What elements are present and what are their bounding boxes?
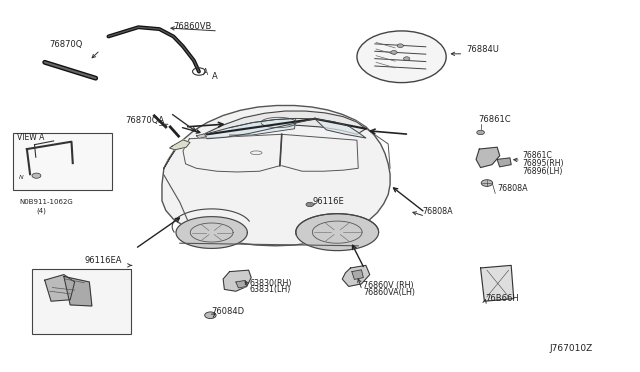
Polygon shape bbox=[352, 270, 364, 279]
Text: VIEW A: VIEW A bbox=[17, 134, 44, 142]
Text: 76860V (RH): 76860V (RH) bbox=[364, 281, 414, 290]
Text: 76808A: 76808A bbox=[422, 207, 452, 216]
Polygon shape bbox=[230, 118, 296, 135]
Text: 76860VA(LH): 76860VA(LH) bbox=[364, 288, 415, 297]
Text: 63831(LH): 63831(LH) bbox=[250, 285, 291, 294]
Text: 76870Q: 76870Q bbox=[49, 41, 83, 49]
Text: N0B911-1062G: N0B911-1062G bbox=[19, 199, 73, 205]
Polygon shape bbox=[202, 118, 315, 139]
Circle shape bbox=[481, 180, 493, 186]
Text: 76895(RH): 76895(RH) bbox=[523, 159, 564, 168]
Polygon shape bbox=[164, 140, 183, 168]
Text: 76084D: 76084D bbox=[212, 307, 244, 316]
Circle shape bbox=[306, 202, 314, 207]
Text: A: A bbox=[203, 68, 208, 77]
Text: 96116E: 96116E bbox=[312, 197, 344, 206]
Polygon shape bbox=[236, 280, 246, 288]
Text: 76860VB: 76860VB bbox=[173, 22, 212, 31]
Circle shape bbox=[397, 44, 403, 48]
Polygon shape bbox=[45, 275, 75, 301]
Bar bbox=[32, 269, 131, 334]
Text: 76808A: 76808A bbox=[497, 185, 528, 193]
Circle shape bbox=[477, 130, 484, 135]
Polygon shape bbox=[315, 119, 366, 138]
Polygon shape bbox=[64, 276, 92, 306]
Text: A: A bbox=[212, 72, 218, 81]
Circle shape bbox=[403, 57, 410, 61]
Polygon shape bbox=[176, 217, 247, 248]
Polygon shape bbox=[202, 111, 366, 135]
Text: 76896(LH): 76896(LH) bbox=[523, 167, 563, 176]
Text: (4): (4) bbox=[36, 207, 46, 214]
Polygon shape bbox=[296, 214, 379, 251]
Text: 63830(RH): 63830(RH) bbox=[250, 279, 292, 288]
Polygon shape bbox=[497, 158, 511, 167]
Text: N: N bbox=[19, 175, 24, 180]
Text: 76861C: 76861C bbox=[478, 115, 511, 124]
Circle shape bbox=[32, 173, 41, 178]
Polygon shape bbox=[170, 140, 190, 150]
Polygon shape bbox=[223, 270, 251, 291]
Circle shape bbox=[205, 312, 216, 318]
Polygon shape bbox=[476, 147, 500, 167]
Circle shape bbox=[357, 31, 446, 83]
Polygon shape bbox=[196, 134, 207, 138]
Polygon shape bbox=[162, 106, 390, 246]
Text: J767010Z: J767010Z bbox=[549, 344, 593, 353]
Text: 76B66H: 76B66H bbox=[486, 294, 520, 304]
Bar bbox=[13, 133, 111, 190]
Text: 76884U: 76884U bbox=[467, 45, 499, 54]
Polygon shape bbox=[342, 265, 370, 286]
Text: 96116EA: 96116EA bbox=[84, 256, 122, 265]
Text: 76861C: 76861C bbox=[523, 151, 552, 160]
Circle shape bbox=[391, 51, 397, 54]
Text: 76870QA: 76870QA bbox=[125, 116, 164, 125]
Polygon shape bbox=[481, 265, 514, 301]
